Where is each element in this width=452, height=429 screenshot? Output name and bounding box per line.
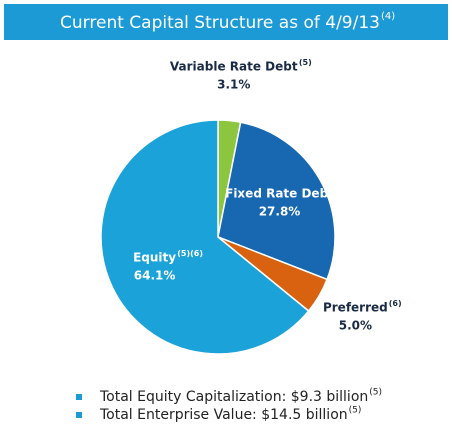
bullet: [76, 412, 82, 418]
footnote-text: Total Enterprise Value: $14.5 billion: [99, 407, 348, 423]
footnote-mark: (4): [381, 11, 395, 22]
slice-label: Variable Rate Debt: [170, 59, 298, 73]
footnote-text: Total Equity Capitalization: $9.3 billio…: [99, 389, 368, 405]
title-bar: [4, 4, 448, 40]
value-label: 64.1%: [134, 269, 176, 283]
value-label: 3.1%: [217, 77, 250, 91]
footnote-mark: (5)(6): [177, 249, 203, 258]
pie-slice: [100, 119, 310, 355]
footnote-mark: (6): [389, 299, 402, 308]
slice-label: Preferred: [323, 301, 388, 315]
chart-title: Current Capital Structure as of 4/9/13: [60, 13, 380, 33]
slice-label: Fixed Rate Debt: [225, 187, 334, 201]
pie-slice: [217, 121, 336, 281]
footnote-mark: (5): [349, 406, 362, 416]
value-label: 27.8%: [259, 205, 301, 219]
value-label: 5.0%: [339, 319, 372, 333]
footnote-mark: (5): [335, 185, 348, 194]
slice-label: Equity: [133, 251, 176, 265]
footnote-mark: (5): [299, 58, 312, 67]
bullet: [76, 394, 82, 400]
footnote-mark: (5): [369, 388, 382, 398]
